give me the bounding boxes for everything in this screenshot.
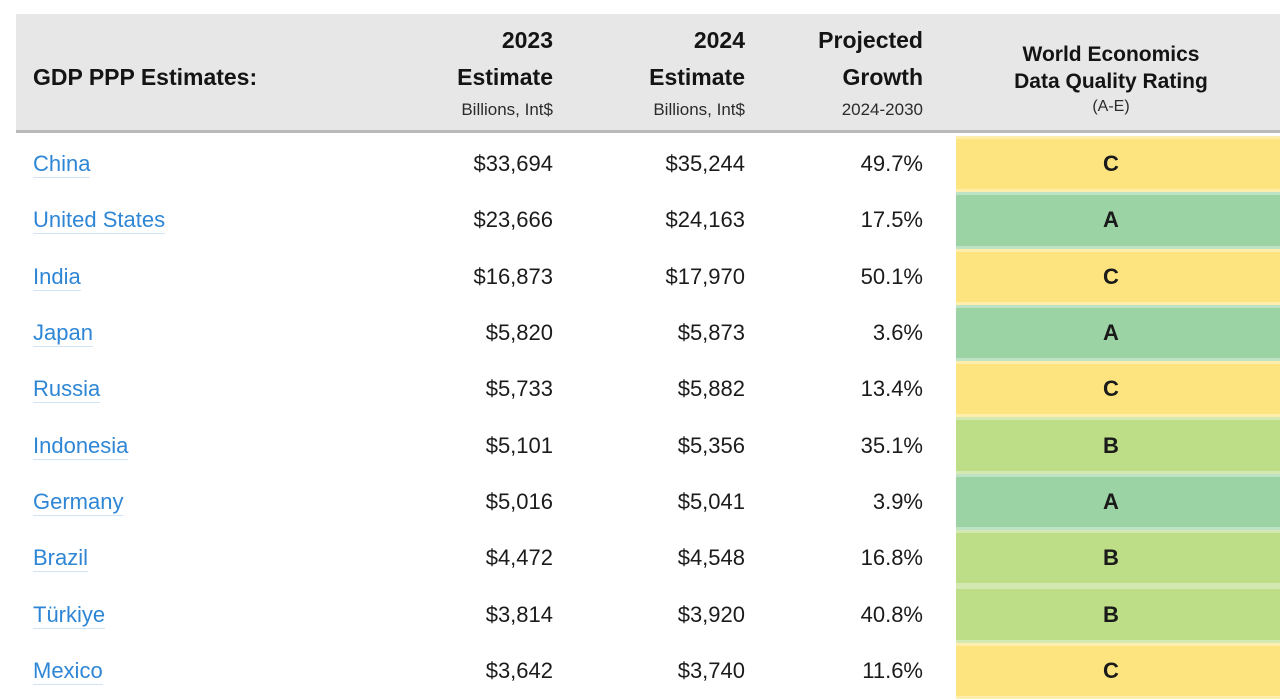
country-link[interactable]: China bbox=[33, 151, 91, 179]
table-row: Brazil $4,472 $4,548 16.8% B bbox=[16, 530, 1280, 587]
country-link[interactable]: Indonesia bbox=[33, 432, 129, 460]
header-col-2023: 2023 Estimate Billions, Int$ bbox=[457, 27, 553, 119]
rating-cell: B bbox=[956, 530, 1280, 587]
estimate-2024-cell: $17,970 bbox=[665, 263, 745, 289]
table-body: China $33,694 $35,244 49.7% C United Sta… bbox=[16, 136, 1280, 699]
table-row: China $33,694 $35,244 49.7% C bbox=[16, 136, 1280, 193]
growth-cell: 40.8% bbox=[860, 601, 923, 627]
estimate-2023-cell: $33,694 bbox=[473, 151, 553, 177]
estimate-2023-cell: $4,472 bbox=[485, 545, 553, 571]
country-cell: Türkiye bbox=[16, 601, 346, 629]
growth-cell: 11.6% bbox=[862, 657, 923, 683]
rating-cell: C bbox=[956, 248, 1280, 305]
rating-cell: B bbox=[956, 417, 1280, 474]
estimate-2024-cell: $3,920 bbox=[677, 601, 745, 627]
country-cell: United States bbox=[16, 207, 346, 235]
country-link[interactable]: United States bbox=[33, 207, 166, 235]
estimate-2024-cell: $5,882 bbox=[677, 376, 745, 402]
country-cell: India bbox=[16, 263, 346, 291]
estimate-2023-cell: $5,733 bbox=[485, 376, 553, 402]
rating-cell: C bbox=[956, 642, 1280, 699]
country-cell: Germany bbox=[16, 488, 346, 516]
estimate-2023-cell: $16,873 bbox=[473, 263, 553, 289]
rating-cell: B bbox=[956, 586, 1280, 643]
country-cell: Indonesia bbox=[16, 432, 346, 460]
country-cell: Brazil bbox=[16, 545, 346, 573]
table-row: United States $23,666 $24,163 17.5% A bbox=[16, 192, 1280, 249]
growth-cell: 50.1% bbox=[860, 263, 923, 289]
country-link[interactable]: Türkiye bbox=[33, 601, 106, 629]
estimate-2023-cell: $5,101 bbox=[485, 432, 553, 458]
estimate-2023-cell: $3,642 bbox=[485, 657, 553, 683]
estimate-2023-cell: $3,814 bbox=[485, 601, 553, 627]
estimate-2023-cell: $5,820 bbox=[485, 320, 553, 346]
country-cell: Japan bbox=[16, 320, 346, 348]
rating-cell: A bbox=[956, 473, 1280, 531]
table-row: Mexico $3,642 $3,740 11.6% C bbox=[16, 642, 1280, 699]
country-cell: China bbox=[16, 151, 346, 179]
growth-cell: 16.8% bbox=[860, 545, 923, 571]
table-title: GDP PPP Estimates: bbox=[33, 64, 258, 90]
estimate-2024-cell: $5,041 bbox=[677, 488, 745, 514]
growth-cell: 3.9% bbox=[872, 488, 923, 514]
table-row: Germany $5,016 $5,041 3.9% A bbox=[16, 473, 1280, 531]
estimate-2024-cell: $35,244 bbox=[665, 151, 745, 177]
table-header: GDP PPP Estimates: 2023 Estimate Billion… bbox=[16, 14, 1280, 133]
estimate-2024-cell: $3,740 bbox=[677, 657, 745, 683]
rating-cell: C bbox=[956, 136, 1280, 193]
header-col-2024: 2024 Estimate Billions, Int$ bbox=[649, 27, 745, 119]
table-row: Japan $5,820 $5,873 3.6% A bbox=[16, 304, 1280, 362]
country-cell: Mexico bbox=[16, 657, 346, 685]
country-link[interactable]: Mexico bbox=[33, 657, 103, 685]
growth-cell: 35.1% bbox=[860, 432, 923, 458]
growth-cell: 49.7% bbox=[860, 151, 923, 177]
rating-cell: A bbox=[956, 192, 1280, 249]
growth-cell: 13.4% bbox=[860, 376, 923, 402]
table-row: India $16,873 $17,970 50.1% C bbox=[16, 248, 1280, 305]
estimate-2024-cell: $5,873 bbox=[677, 320, 745, 346]
country-link[interactable]: Japan bbox=[33, 320, 93, 348]
table-row: Russia $5,733 $5,882 13.4% C bbox=[16, 361, 1280, 418]
country-cell: Russia bbox=[16, 376, 346, 404]
country-link[interactable]: Brazil bbox=[33, 545, 89, 573]
header-col-country: GDP PPP Estimates: bbox=[16, 14, 346, 130]
header-col-gap bbox=[923, 14, 956, 130]
header-col-rating: World Economics Data Quality Rating (A-E… bbox=[1014, 43, 1208, 115]
table-row: Indonesia $5,101 $5,356 35.1% B bbox=[16, 417, 1280, 474]
estimate-2023-cell: $5,016 bbox=[485, 488, 553, 514]
growth-cell: 3.6% bbox=[872, 320, 923, 346]
rating-cell: A bbox=[956, 304, 1280, 362]
estimate-2024-cell: $24,163 bbox=[665, 207, 745, 233]
growth-cell: 17.5% bbox=[860, 207, 923, 233]
country-link[interactable]: India bbox=[33, 263, 81, 291]
country-link[interactable]: Germany bbox=[33, 488, 124, 516]
estimate-2024-cell: $4,548 bbox=[677, 545, 745, 571]
country-link[interactable]: Russia bbox=[33, 376, 101, 404]
rating-cell: C bbox=[956, 361, 1280, 418]
header-col-growth: Projected Growth 2024-2030 bbox=[818, 27, 923, 119]
table-row: Türkiye $3,814 $3,920 40.8% B bbox=[16, 586, 1280, 643]
estimate-2023-cell: $23,666 bbox=[473, 207, 553, 233]
estimate-2024-cell: $5,356 bbox=[677, 432, 745, 458]
